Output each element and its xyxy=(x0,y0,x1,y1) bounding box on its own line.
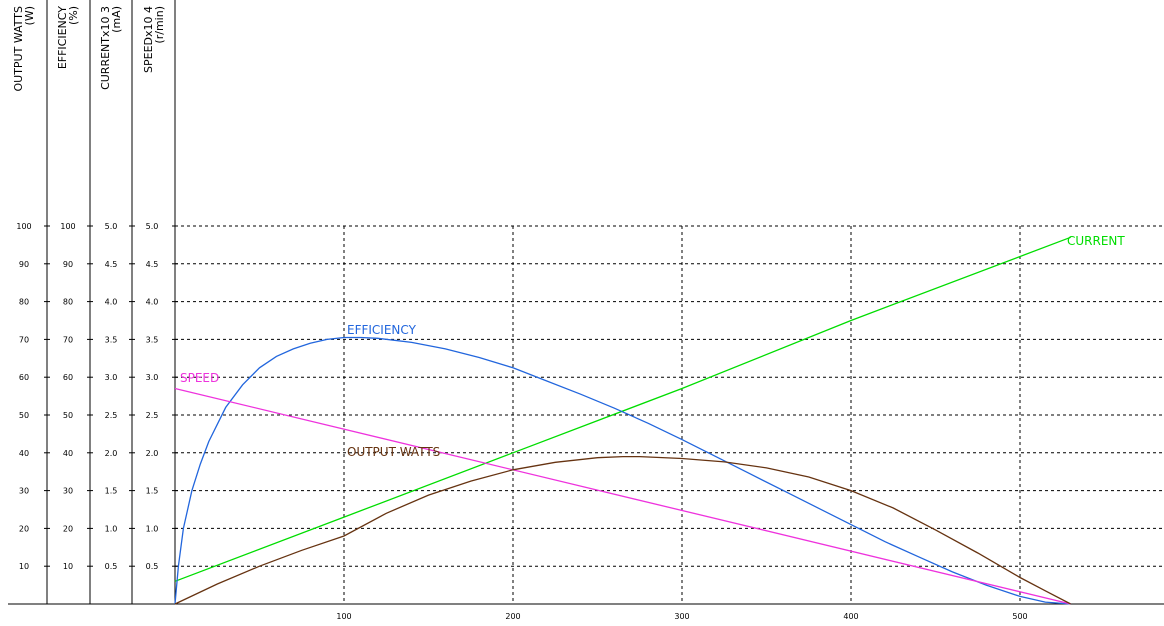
y-tick-label-current: 4.0 xyxy=(105,298,118,307)
y-axis-title-line: SPEEDx10 4 xyxy=(142,6,155,73)
y-tick-label-efficiency: 100 xyxy=(60,222,75,231)
y-tick-label-efficiency: 70 xyxy=(63,335,73,344)
y-tick-label-output: 70 xyxy=(19,335,29,344)
y-tick-label-current: 1.0 xyxy=(105,524,118,533)
y-axis-title-line: (%) xyxy=(67,6,80,25)
y-tick-label-speed: 1.0 xyxy=(146,524,159,533)
x-tick-label: 400 xyxy=(843,612,858,621)
y-axis-title-efficiency: EFFICIENCY(%) xyxy=(56,6,80,69)
y-tick-label-current: 3.5 xyxy=(105,335,118,344)
y-tick-label-current: 5.0 xyxy=(105,222,118,231)
series-label-efficiency: EFFICIENCY xyxy=(347,323,417,337)
y-tick-label-efficiency: 80 xyxy=(63,298,73,307)
y-tick-label-efficiency: 60 xyxy=(63,373,73,382)
y-tick-label-current: 0.5 xyxy=(105,562,118,571)
y-tick-label-speed: 3.0 xyxy=(146,373,159,382)
series-line-output-watts xyxy=(174,455,1071,605)
y-tick-label-current: 1.5 xyxy=(105,487,118,496)
series-label-output-watts: OUTPUT WATTS xyxy=(347,445,440,459)
y-tick-label-speed: 4.5 xyxy=(146,260,159,269)
y-tick-label-speed: 3.5 xyxy=(146,335,159,344)
y-tick-label-speed: 5.0 xyxy=(146,222,159,231)
y-tick-label-output: 90 xyxy=(19,260,29,269)
y-tick-label-output: 80 xyxy=(19,298,29,307)
y-tick-label-efficiency: 90 xyxy=(63,260,73,269)
y-tick-label-efficiency: 50 xyxy=(63,411,73,420)
y-axis-title-output: OUTPUT WATTS(W) xyxy=(12,6,36,92)
y-tick-label-speed: 1.5 xyxy=(146,487,159,496)
y-axis-title-line: (W) xyxy=(23,6,36,25)
y-tick-label-output: 10 xyxy=(19,562,29,571)
y-axis-title-line: (r/min) xyxy=(153,6,166,44)
y-axis-title-line: EFFICIENCY xyxy=(56,6,69,69)
y-axis-title-speed: SPEEDx10 4(r/min) xyxy=(142,6,166,73)
series-label-speed: SPEED xyxy=(180,371,219,385)
x-tick-label: 200 xyxy=(505,612,520,621)
y-axis-title-line: CURRENTx10 3 xyxy=(99,6,112,90)
y-tick-label-efficiency: 10 xyxy=(63,562,73,571)
y-axis-title-line: (mA) xyxy=(110,6,123,33)
y-tick-label-speed: 2.0 xyxy=(146,449,159,458)
y-tick-label-output: 60 xyxy=(19,373,29,382)
x-tick-label: 500 xyxy=(1012,612,1027,621)
y-axis-title-line: OUTPUT WATTS xyxy=(12,6,25,92)
y-tick-label-efficiency: 30 xyxy=(63,487,73,496)
y-tick-label-efficiency: 40 xyxy=(63,449,73,458)
x-tick-label: 300 xyxy=(674,612,689,621)
y-tick-label-output: 20 xyxy=(19,524,29,533)
x-tick-label: 100 xyxy=(336,612,351,621)
y-tick-label-speed: 2.5 xyxy=(146,411,159,420)
series-line-speed xyxy=(174,387,1071,605)
series-line-current xyxy=(174,236,1071,582)
y-tick-label-output: 100 xyxy=(16,222,31,231)
y-tick-label-speed: 4.0 xyxy=(146,298,159,307)
y-tick-label-speed: 0.5 xyxy=(146,562,159,571)
y-tick-label-efficiency: 20 xyxy=(63,524,73,533)
y-tick-label-output: 30 xyxy=(19,487,29,496)
y-axis-title-current: CURRENTx10 3(mA) xyxy=(99,6,123,90)
series-label-current: CURRENT xyxy=(1067,234,1125,248)
y-tick-label-current: 2.5 xyxy=(105,411,118,420)
y-tick-label-output: 40 xyxy=(19,449,29,458)
y-tick-label-current: 4.5 xyxy=(105,260,118,269)
y-tick-label-current: 2.0 xyxy=(105,449,118,458)
y-tick-label-current: 3.0 xyxy=(105,373,118,382)
y-tick-label-output: 50 xyxy=(19,411,29,420)
series-line-efficiency xyxy=(174,336,1071,605)
